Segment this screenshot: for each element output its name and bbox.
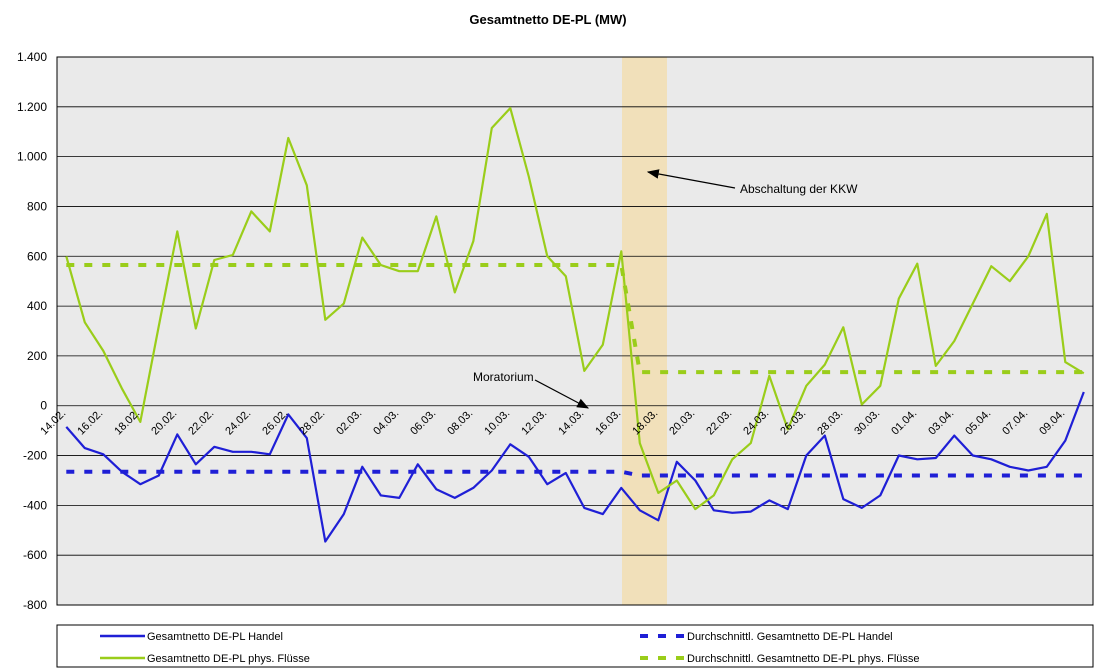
y-tick-label: 200 [27, 349, 47, 363]
y-tick-label: 1.200 [17, 100, 47, 114]
legend-label: Durchschnittl. Gesamtnetto DE-PL phys. F… [687, 653, 920, 665]
y-tick-label: 1.400 [17, 50, 47, 64]
plot-area [57, 57, 1093, 605]
annotation-arrow [534, 379, 590, 409]
legend-label: Gesamtnetto DE-PL phys. Flüsse [147, 653, 310, 665]
y-tick-label: 600 [27, 249, 47, 263]
y-tick-label: 800 [27, 199, 47, 213]
y-tick-label: -600 [23, 548, 47, 562]
average-line [66, 469, 1084, 478]
average-line [66, 263, 1084, 375]
y-tick-label: 0 [40, 399, 47, 413]
series-line [65, 391, 1085, 543]
legend-label: Durchschnittl. Gesamtnetto DE-PL Handel [687, 631, 893, 643]
plot-border [56, 56, 1094, 606]
chart-title: Gesamtnetto DE-PL (MW) [469, 12, 626, 27]
y-tick-label: 400 [27, 299, 47, 313]
annotation: Abschaltung der KKW [740, 182, 858, 196]
y-tick-label: -400 [23, 498, 47, 512]
annotation-arrow [646, 169, 736, 189]
y-tick-label: -800 [23, 598, 47, 612]
legend [56, 624, 1094, 668]
y-tick-label: 1.000 [17, 150, 47, 164]
legend-label: Gesamtnetto DE-PL Handel [147, 631, 283, 643]
y-tick-label: -200 [23, 449, 47, 463]
series-line [65, 107, 1085, 511]
annotation: Moratorium [473, 370, 534, 384]
